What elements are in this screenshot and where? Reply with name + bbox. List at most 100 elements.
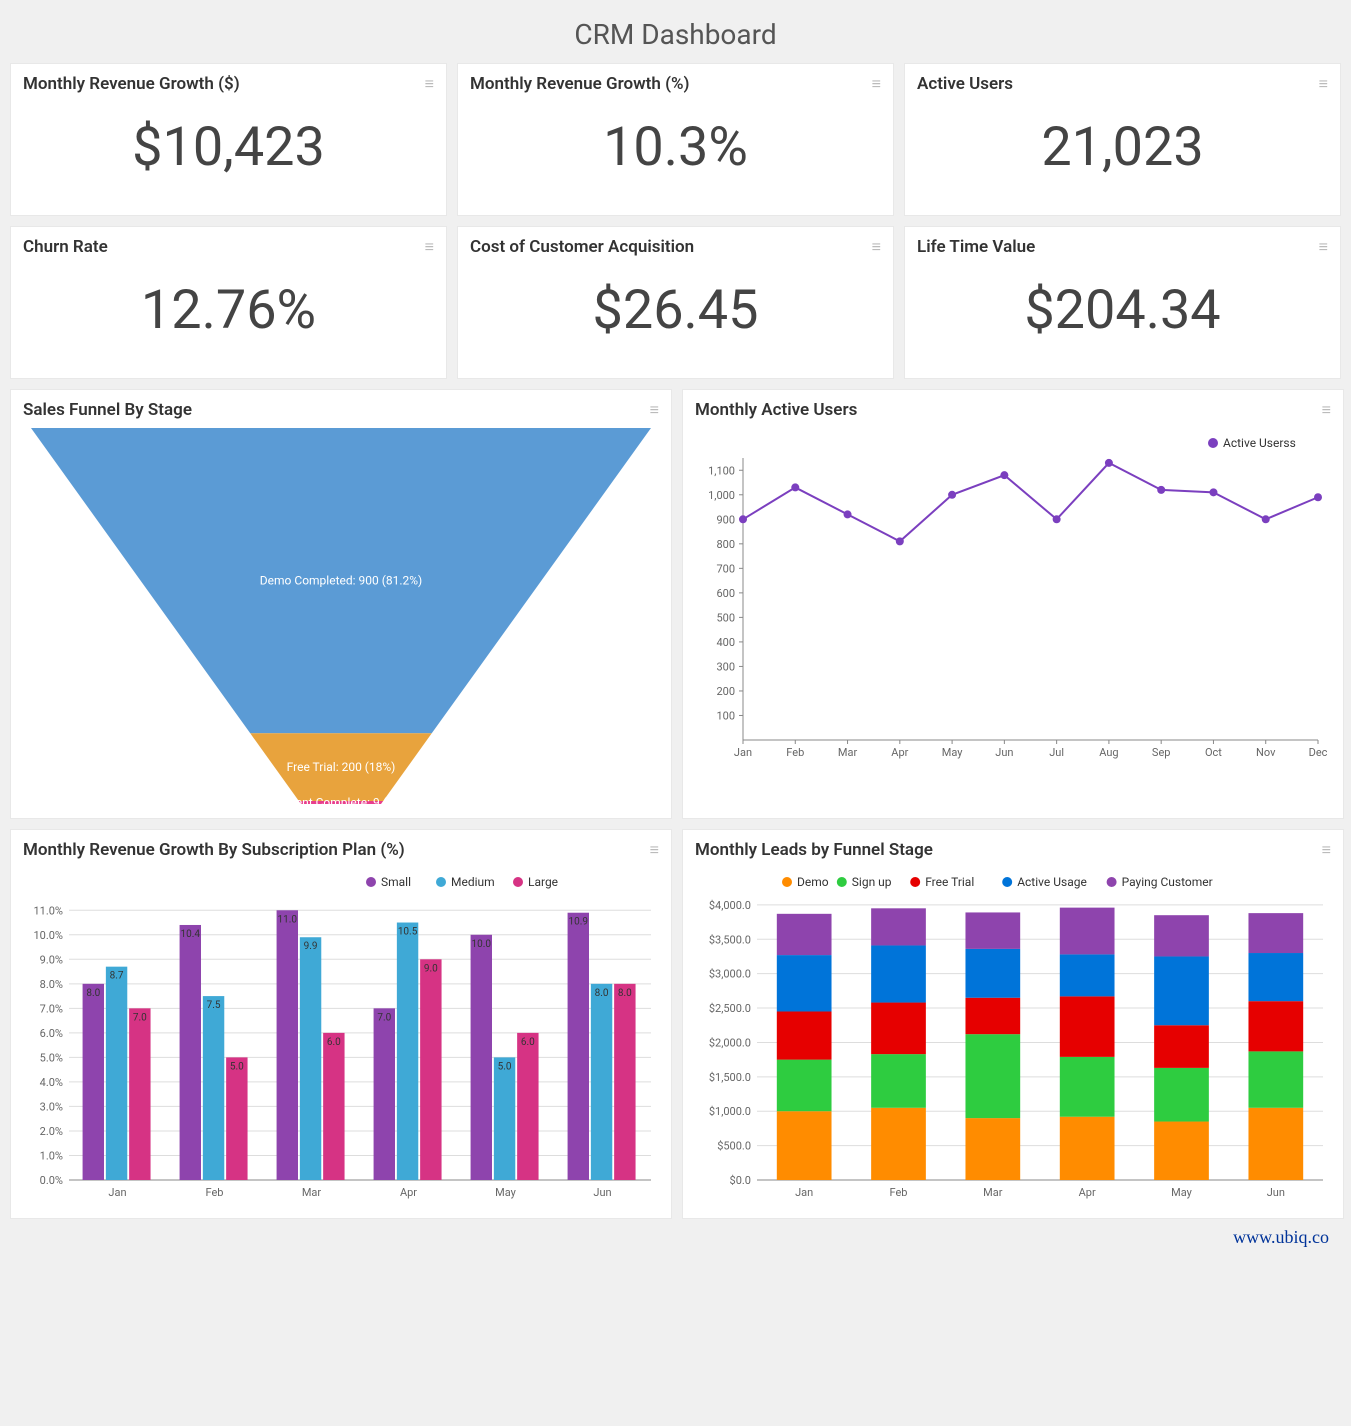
- menu-icon[interactable]: ≡: [872, 239, 881, 255]
- kpi-value: 21,023: [905, 98, 1340, 215]
- chart-title: Monthly Leads by Funnel Stage: [695, 840, 933, 860]
- footer-link[interactable]: www.ubiq.co: [10, 1219, 1341, 1248]
- svg-text:Demo Completed: 900 (81.2%): Demo Completed: 900 (81.2%): [260, 574, 422, 588]
- menu-icon[interactable]: ≡: [650, 402, 659, 418]
- kpi-card: Monthly Revenue Growth ($) ≡ $10,423: [10, 63, 447, 216]
- svg-text:800: 800: [716, 538, 735, 551]
- svg-text:Aug: Aug: [1099, 746, 1118, 759]
- kpi-value: $10,423: [11, 98, 446, 215]
- svg-text:$3,500.0: $3,500.0: [709, 933, 751, 946]
- svg-text:600: 600: [716, 587, 735, 600]
- svg-text:$500.0: $500.0: [717, 1140, 751, 1153]
- kpi-title: Churn Rate: [23, 237, 108, 257]
- menu-icon[interactable]: ≡: [1322, 842, 1331, 858]
- svg-text:Sign up: Sign up: [852, 875, 892, 889]
- svg-text:Active Userss: Active Userss: [1223, 436, 1296, 450]
- dashboard-title: CRM Dashboard: [10, 10, 1341, 63]
- svg-text:Jan: Jan: [734, 746, 752, 759]
- svg-text:11.0: 11.0: [278, 914, 298, 925]
- svg-text:$1,000.0: $1,000.0: [709, 1105, 751, 1118]
- svg-text:$0.0: $0.0: [730, 1174, 751, 1187]
- kpi-title: Active Users: [917, 74, 1013, 94]
- svg-text:$3,000.0: $3,000.0: [709, 968, 751, 981]
- menu-icon[interactable]: ≡: [650, 842, 659, 858]
- svg-text:7.0: 7.0: [377, 1012, 391, 1023]
- svg-text:May: May: [1171, 1186, 1193, 1199]
- svg-text:200: 200: [716, 685, 735, 698]
- svg-text:0.0%: 0.0%: [40, 1174, 63, 1187]
- svg-text:Free Trial: Free Trial: [925, 875, 974, 889]
- grouped-bar-chart: SmallMediumLarge0.0%1.0%2.0%3.0%4.0%5.0%…: [21, 868, 661, 1208]
- svg-text:Mar: Mar: [983, 1186, 1003, 1199]
- svg-text:700: 700: [716, 562, 735, 575]
- svg-text:4.0%: 4.0%: [40, 1076, 63, 1089]
- svg-text:May: May: [942, 746, 964, 759]
- svg-text:10.4: 10.4: [181, 929, 201, 940]
- leads-card: Monthly Leads by Funnel Stage ≡ DemoSign…: [682, 829, 1344, 1219]
- svg-text:9.0: 9.0: [424, 963, 438, 974]
- svg-text:1.0%: 1.0%: [40, 1149, 63, 1162]
- svg-text:6.0: 6.0: [327, 1037, 341, 1048]
- svg-text:Jun: Jun: [995, 746, 1013, 759]
- svg-text:Jan: Jan: [108, 1186, 126, 1199]
- kpi-value: 12.76%: [11, 261, 446, 378]
- svg-text:8.7: 8.7: [110, 971, 124, 982]
- svg-text:May: May: [495, 1186, 517, 1199]
- svg-text:7.0%: 7.0%: [40, 1002, 63, 1015]
- svg-text:400: 400: [716, 636, 735, 649]
- svg-text:Apr: Apr: [1079, 1186, 1096, 1199]
- svg-text:Mar: Mar: [838, 746, 858, 759]
- svg-text:900: 900: [716, 513, 735, 526]
- svg-text:Jun: Jun: [593, 1186, 611, 1199]
- svg-text:6.0%: 6.0%: [40, 1027, 63, 1040]
- kpi-card: Churn Rate ≡ 12.76%: [10, 226, 447, 379]
- svg-text:Apr: Apr: [400, 1186, 417, 1199]
- kpi-card: Life Time Value ≡ $204.34: [904, 226, 1341, 379]
- stacked-bar-chart: DemoSign upFree TrialActive UsagePaying …: [693, 868, 1333, 1208]
- svg-text:Jan: Jan: [795, 1186, 813, 1199]
- svg-text:Sep: Sep: [1152, 746, 1171, 759]
- revenue-growth-card: Monthly Revenue Growth By Subscription P…: [10, 829, 672, 1219]
- menu-icon[interactable]: ≡: [425, 76, 434, 92]
- kpi-title: Cost of Customer Acquisition: [470, 237, 694, 257]
- svg-text:Payment Complete: 9 (0.8%): Payment Complete: 9 (0.8%): [266, 795, 417, 808]
- chart-title: Sales Funnel By Stage: [23, 400, 192, 420]
- svg-text:100: 100: [716, 709, 735, 722]
- svg-text:7.0: 7.0: [133, 1012, 147, 1023]
- chart-row-2: Monthly Revenue Growth By Subscription P…: [10, 829, 1341, 1219]
- menu-icon[interactable]: ≡: [1322, 402, 1331, 418]
- kpi-title: Monthly Revenue Growth (%): [470, 74, 690, 94]
- svg-text:Dec: Dec: [1309, 746, 1328, 759]
- funnel-chart: Demo Completed: 900 (81.2%)Free Trial: 2…: [21, 428, 661, 808]
- svg-text:1,100: 1,100: [708, 464, 735, 477]
- chart-title: Monthly Active Users: [695, 400, 857, 420]
- svg-text:10.0%: 10.0%: [33, 929, 63, 942]
- menu-icon[interactable]: ≡: [872, 76, 881, 92]
- svg-text:Oct: Oct: [1205, 746, 1222, 759]
- kpi-card: Active Users ≡ 21,023: [904, 63, 1341, 216]
- svg-text:1,000: 1,000: [708, 489, 735, 502]
- svg-text:Nov: Nov: [1256, 746, 1276, 759]
- svg-text:8.0: 8.0: [86, 988, 100, 999]
- svg-text:5.0: 5.0: [230, 1061, 244, 1072]
- svg-text:Medium: Medium: [451, 875, 495, 889]
- svg-text:500: 500: [716, 611, 735, 624]
- svg-text:Small: Small: [381, 875, 411, 889]
- svg-text:9.0%: 9.0%: [40, 953, 63, 966]
- chart-row-1: Sales Funnel By Stage ≡ Demo Completed: …: [10, 389, 1341, 819]
- menu-icon[interactable]: ≡: [1319, 239, 1328, 255]
- svg-text:300: 300: [716, 660, 735, 673]
- line-chart: Active Userss 100 200 300 400 500 600 700 800 900…: [693, 428, 1333, 768]
- svg-text:11.0%: 11.0%: [33, 904, 63, 917]
- kpi-value: $204.34: [905, 261, 1340, 378]
- kpi-value: 10.3%: [458, 98, 893, 215]
- svg-text:Jul: Jul: [1049, 746, 1064, 759]
- svg-text:2.0%: 2.0%: [40, 1125, 63, 1138]
- svg-text:Jun: Jun: [1267, 1186, 1285, 1199]
- svg-text:9.9: 9.9: [304, 941, 318, 952]
- chart-title: Monthly Revenue Growth By Subscription P…: [23, 840, 405, 860]
- menu-icon[interactable]: ≡: [1319, 76, 1328, 92]
- svg-text:5.0%: 5.0%: [40, 1051, 63, 1064]
- kpi-title: Life Time Value: [917, 237, 1035, 257]
- menu-icon[interactable]: ≡: [425, 239, 434, 255]
